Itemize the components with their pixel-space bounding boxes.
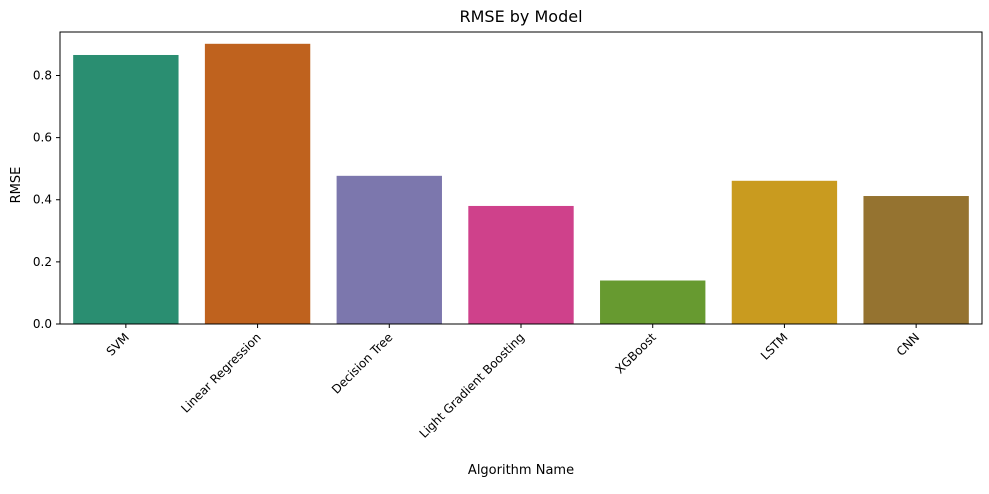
plot-area-frame [59,31,983,325]
x-tick-label: Light Gradient Boosting [417,330,527,440]
bar-cnn [863,196,969,324]
x-tick-label: SVM [104,330,132,358]
bar-svm [73,54,179,324]
x-axis-label: Algorithm Name [468,463,574,478]
y-axis-ticks: 0.0 0.2 0.4 0.6 0.8 [33,68,60,331]
bar-decision-tree [336,175,442,324]
y-tick-label: 0.2 [33,255,52,269]
x-tick-label: XGBoost [613,330,659,376]
x-axis-ticks: SVM Linear Regression Decision Tree Light G… [104,324,923,441]
bar-light-gradient-boosting [468,205,574,324]
y-tick-label: 0.0 [33,317,52,331]
y-axis-label: RMSE [9,167,24,204]
x-tick-label: Decision Tree [329,330,395,396]
bar-xgboost [600,280,706,324]
bar-linear-regression [204,43,311,324]
x-tick-label: LSTM [758,330,791,363]
y-tick-label: 0.6 [33,131,52,145]
y-tick-label: 0.4 [33,193,52,207]
bars-group [73,43,969,324]
x-tick-label: CNN [894,330,923,359]
x-tick-label: Linear Regression [178,330,263,415]
bar-lstm [731,180,838,324]
chart-title: RMSE by Model [459,7,582,26]
y-tick-label: 0.8 [33,68,52,82]
